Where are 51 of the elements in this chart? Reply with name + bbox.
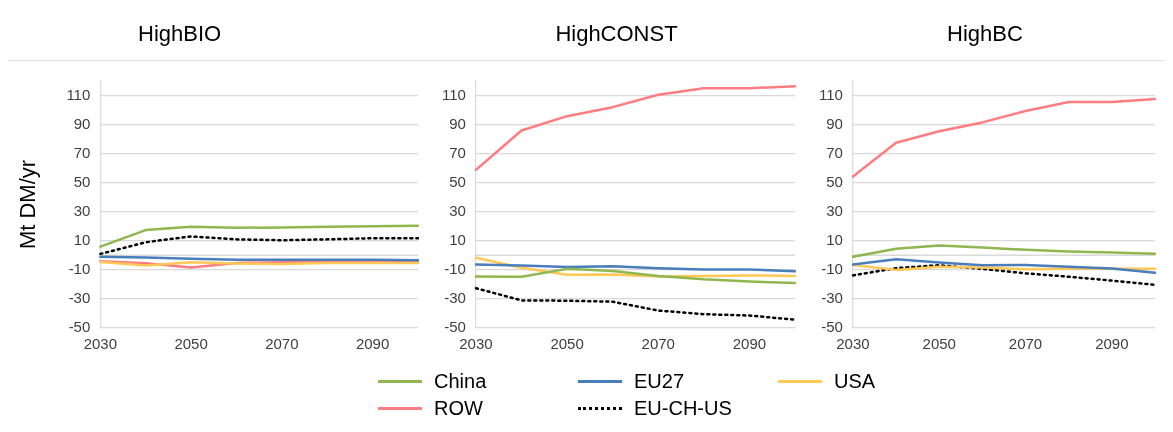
y-tick-label: -30 [68, 289, 91, 307]
x-tick-label: 2050 [174, 335, 208, 353]
chart-title: HighCONST [428, 8, 805, 61]
y-tick-label: 50 [826, 172, 843, 190]
legend-label: EU-CH-US [634, 397, 732, 420]
y-tick-label: 50 [73, 172, 91, 190]
y-tick-label: -10 [821, 260, 843, 278]
legend-label: EU27 [634, 370, 685, 393]
x-tick-label: 2030 [836, 335, 870, 353]
y-axis-title: Mt DM/yr [15, 159, 41, 250]
y-tick-label: 70 [73, 143, 91, 161]
y-tick-label: -50 [444, 318, 466, 336]
x-tick-label: 2050 [922, 335, 956, 353]
y-tick-label: 90 [73, 114, 91, 132]
y-tick-label: -50 [821, 318, 843, 336]
y-tick-label: -50 [68, 318, 91, 336]
y-tick-label: 50 [449, 172, 466, 190]
y-tick-label: 90 [826, 114, 843, 132]
chart-title: HighBIO [8, 8, 428, 61]
y-tick-label: 110 [441, 85, 466, 103]
legend-label: China [434, 370, 487, 393]
y-tick-label: 110 [818, 85, 843, 103]
y-tick-label: 90 [449, 114, 466, 132]
y-tick-label: 10 [73, 230, 91, 248]
x-tick-label: 2090 [1095, 335, 1129, 353]
x-tick-label: 2030 [459, 335, 493, 353]
y-tick-label: 10 [449, 230, 466, 248]
y-tick-label: 30 [826, 201, 843, 219]
chart-title: HighBC [805, 8, 1165, 61]
line-series [99, 235, 420, 256]
x-tick-label: 2090 [355, 335, 390, 353]
x-tick-label: 2070 [1008, 335, 1043, 353]
y-tick-label: 10 [826, 230, 843, 248]
x-tick-label: 2070 [265, 335, 299, 353]
legend-label: USA [834, 370, 876, 393]
y-tick-label: 30 [449, 201, 466, 219]
y-tick-label: 110 [66, 85, 91, 103]
y-tick-label: 70 [826, 143, 843, 161]
x-tick-label: 2090 [732, 335, 767, 353]
y-tick-label: -10 [68, 260, 91, 278]
y-tick-label: -30 [821, 289, 843, 307]
x-tick-label: 2070 [641, 335, 675, 353]
line-series [474, 286, 797, 321]
y-tick-label: 30 [73, 201, 91, 219]
line-series [851, 263, 1157, 287]
legend-label: ROW [434, 397, 483, 420]
x-tick-label: 2050 [550, 335, 584, 353]
y-tick-label: -10 [444, 260, 466, 278]
y-tick-label: -30 [444, 289, 466, 307]
y-tick-label: 70 [449, 143, 466, 161]
x-tick-label: 2030 [83, 335, 117, 353]
